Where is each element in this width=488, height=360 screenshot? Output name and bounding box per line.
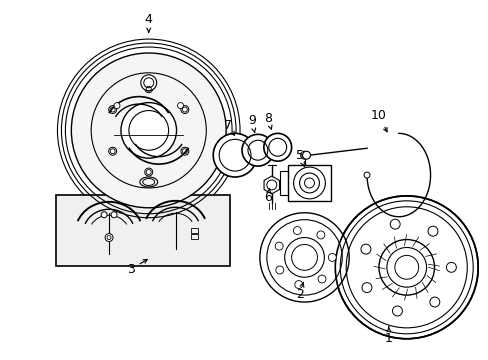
Circle shape <box>213 133 256 177</box>
Circle shape <box>284 238 324 277</box>
Circle shape <box>181 147 188 155</box>
Circle shape <box>300 151 308 159</box>
Circle shape <box>242 134 273 166</box>
Circle shape <box>275 242 283 250</box>
Circle shape <box>327 253 336 261</box>
Circle shape <box>293 167 325 199</box>
Circle shape <box>101 212 107 218</box>
Circle shape <box>108 147 116 155</box>
Text: 1: 1 <box>384 327 392 345</box>
Circle shape <box>360 244 370 254</box>
Circle shape <box>429 297 439 307</box>
Text: 4: 4 <box>144 13 152 32</box>
Circle shape <box>294 280 302 289</box>
Circle shape <box>57 39 240 222</box>
Circle shape <box>108 105 116 113</box>
Bar <box>191 234 198 239</box>
Circle shape <box>446 262 455 272</box>
Text: 5: 5 <box>295 149 304 167</box>
Text: 10: 10 <box>370 109 386 132</box>
Bar <box>287 165 331 201</box>
Text: 2: 2 <box>295 282 303 301</box>
Circle shape <box>361 283 371 293</box>
Circle shape <box>335 196 477 339</box>
Circle shape <box>275 266 283 274</box>
Circle shape <box>141 75 156 91</box>
Circle shape <box>293 226 301 234</box>
Text: 9: 9 <box>247 114 255 132</box>
Text: 6: 6 <box>264 189 271 204</box>
Circle shape <box>427 226 437 236</box>
Bar <box>56 195 230 266</box>
Circle shape <box>392 306 402 316</box>
Polygon shape <box>264 176 279 194</box>
Circle shape <box>114 103 120 109</box>
Circle shape <box>316 231 324 239</box>
Circle shape <box>389 219 399 229</box>
Circle shape <box>264 133 291 161</box>
Circle shape <box>105 234 113 242</box>
Text: 3: 3 <box>127 260 147 276</box>
Text: 7: 7 <box>224 119 234 135</box>
Circle shape <box>144 168 152 176</box>
Bar <box>191 228 198 233</box>
Circle shape <box>378 239 434 295</box>
Circle shape <box>71 53 225 208</box>
Circle shape <box>121 103 176 158</box>
Circle shape <box>177 103 183 109</box>
Text: 8: 8 <box>264 112 271 129</box>
Circle shape <box>111 212 117 218</box>
Circle shape <box>259 213 348 302</box>
Circle shape <box>317 275 325 283</box>
Circle shape <box>364 172 369 178</box>
Circle shape <box>302 151 310 159</box>
Circle shape <box>144 85 152 93</box>
Circle shape <box>181 105 188 113</box>
